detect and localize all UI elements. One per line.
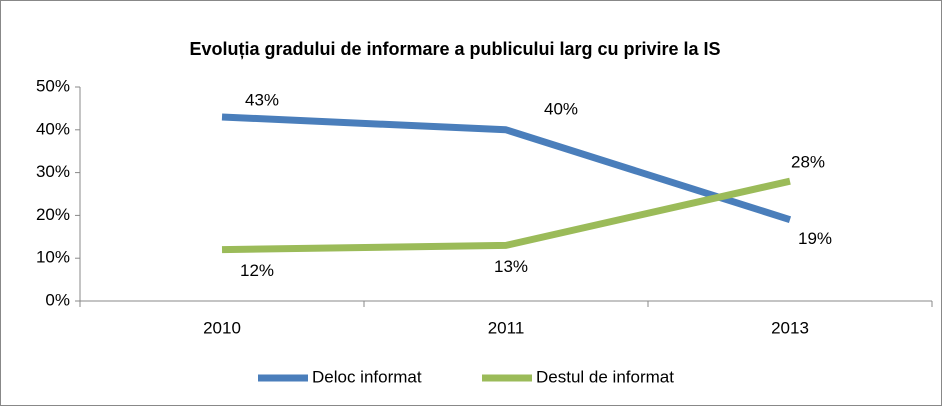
data-label: 28% [791, 153, 825, 172]
y-tick-label: 10% [36, 248, 70, 267]
y-tick-label: 30% [36, 162, 70, 181]
series-line [221, 113, 792, 224]
x-tick-label: 2013 [771, 318, 809, 337]
data-label: 43% [245, 90, 279, 109]
data-label: 40% [544, 99, 578, 118]
y-tick-label: 20% [36, 205, 70, 224]
chart-title: Evoluția gradului de informare a publicu… [189, 39, 720, 59]
data-label: 19% [798, 229, 832, 248]
y-tick-label: 0% [45, 290, 70, 309]
x-tick-label: 2010 [203, 318, 241, 337]
x-tick-label: 2011 [488, 318, 525, 337]
data-label: 12% [240, 261, 274, 280]
legend-label: Deloc informat [312, 367, 422, 386]
data-label: 13% [494, 257, 528, 276]
legend-label: Destul de informat [536, 367, 674, 386]
y-tick-label: 50% [36, 76, 70, 95]
series-line [221, 177, 791, 254]
y-tick-label: 40% [36, 119, 70, 138]
